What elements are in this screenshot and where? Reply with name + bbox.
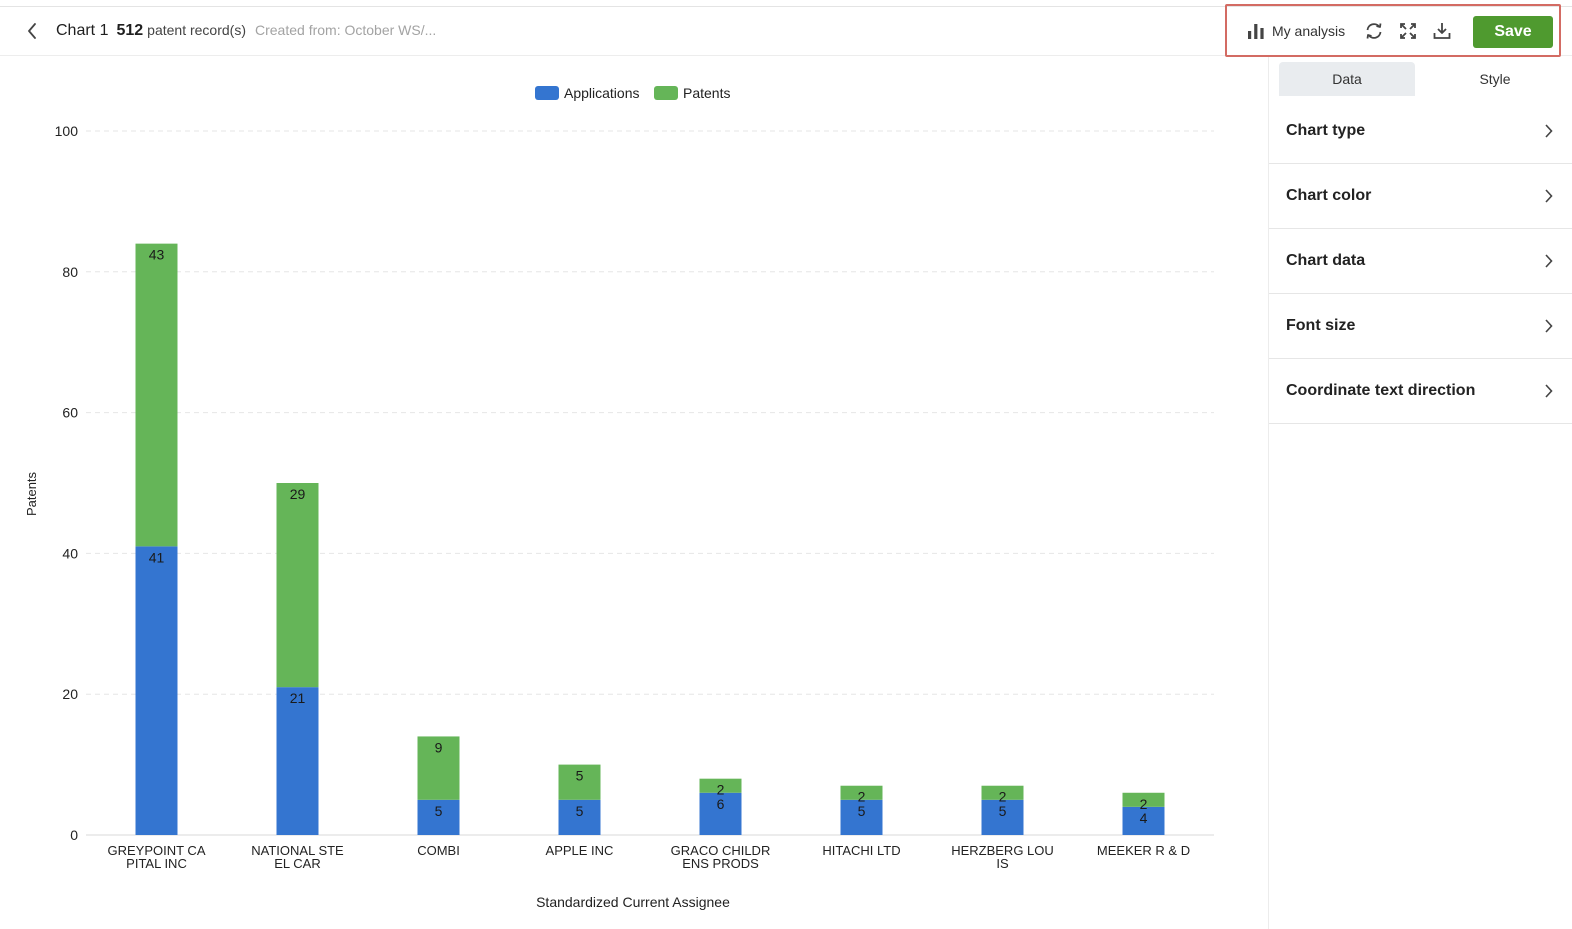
- x-axis-title: Standardized Current Assignee: [536, 894, 730, 910]
- bar-chart-icon: [1247, 22, 1265, 40]
- data-label: 2: [858, 789, 866, 805]
- chevron-left-icon: [27, 23, 37, 39]
- data-label: 2: [1140, 796, 1148, 812]
- data-label: 6: [717, 796, 725, 812]
- legend-swatch-applications: [535, 86, 559, 100]
- chevron-right-icon: [1541, 319, 1555, 333]
- fullscreen-button[interactable]: [1397, 20, 1419, 42]
- style-options-list: Chart type Chart color Chart data Font s…: [1269, 99, 1572, 424]
- y-tick-label: 40: [62, 545, 78, 561]
- font-size-label: Font size: [1286, 317, 1355, 335]
- my-analysis-button[interactable]: My analysis: [1247, 22, 1345, 40]
- y-axis-title: Patents: [24, 471, 39, 516]
- tab-style[interactable]: Style: [1425, 62, 1565, 96]
- data-label: 21: [290, 690, 306, 706]
- y-tick-label: 20: [62, 686, 78, 702]
- x-tick-label: NATIONAL STEEL CAR: [251, 843, 344, 871]
- legend-label-applications: Applications: [564, 85, 640, 101]
- chevron-right-icon: [1541, 124, 1555, 138]
- data-label: 5: [858, 803, 866, 819]
- legend-swatch-patents: [654, 86, 678, 100]
- x-tick-label: MEEKER R & D: [1097, 843, 1190, 858]
- coordinate-text-direction-option[interactable]: Coordinate text direction: [1269, 359, 1572, 424]
- x-tick-label: GREYPOINT CAPITAL INC: [107, 843, 205, 871]
- x-tick-label: HERZBERG LOUIS: [951, 843, 1054, 871]
- data-label: 5: [435, 803, 443, 819]
- stacked-bar-chart: 0 20 40 60 80 100 41 43 GREYPOINT CAPITAL INC 21 2…: [0, 57, 1268, 929]
- download-button[interactable]: [1431, 20, 1453, 42]
- chevron-right-icon: [1541, 189, 1555, 203]
- tab-data[interactable]: Data: [1279, 62, 1415, 96]
- data-label: 29: [290, 486, 306, 502]
- back-button[interactable]: [22, 21, 42, 41]
- chevron-right-icon: [1541, 384, 1555, 398]
- x-tick-label: GRACO CHILDRENS PRODS: [671, 843, 771, 871]
- data-label: 9: [435, 739, 443, 755]
- x-tick-label: HITACHI LTD: [822, 843, 900, 858]
- font-size-option[interactable]: Font size: [1269, 294, 1572, 359]
- record-count-label: patent record(s): [147, 22, 246, 38]
- y-tick-label: 80: [62, 264, 78, 280]
- bar-patents: [277, 483, 319, 687]
- data-label: 5: [576, 803, 584, 819]
- expand-icon: [1399, 22, 1417, 40]
- created-from-link[interactable]: Created from: October WS/...: [255, 22, 436, 38]
- chart-toolbar: My analysis Save: [1225, 4, 1561, 57]
- chart-title[interactable]: Chart 1: [56, 22, 108, 40]
- bar-applications: [277, 687, 319, 835]
- refresh-icon: [1364, 21, 1384, 41]
- chevron-right-icon: [1541, 254, 1555, 268]
- record-count: 512: [116, 22, 143, 40]
- data-label: 43: [149, 247, 165, 263]
- save-button[interactable]: Save: [1473, 16, 1553, 48]
- my-analysis-label: My analysis: [1272, 23, 1345, 39]
- chart-color-option[interactable]: Chart color: [1269, 164, 1572, 229]
- coordinate-text-direction-label: Coordinate text direction: [1286, 382, 1475, 400]
- chart-canvas: 0 20 40 60 80 100 41 43 GREYPOINT CAPITAL INC 21 2…: [0, 57, 1268, 929]
- y-tick-label: 60: [62, 405, 78, 421]
- data-label: 2: [717, 782, 725, 798]
- data-label: 2: [999, 789, 1007, 805]
- data-label: 41: [149, 549, 165, 565]
- chart-data-option[interactable]: Chart data: [1269, 229, 1572, 294]
- y-tick-label: 100: [55, 123, 79, 139]
- legend-label-patents: Patents: [683, 85, 730, 101]
- title-group: Chart 1 512 patent record(s) Created fro…: [56, 22, 436, 40]
- data-label: 5: [999, 803, 1007, 819]
- x-tick-label: COMBI: [417, 843, 460, 858]
- style-panel: Data Style Chart type Chart color Chart …: [1268, 57, 1572, 929]
- chart-type-label: Chart type: [1286, 122, 1365, 140]
- x-tick-label: APPLE INC: [546, 843, 614, 858]
- chart-color-label: Chart color: [1286, 187, 1371, 205]
- data-label: 4: [1140, 810, 1148, 826]
- y-tick-label: 0: [70, 827, 78, 843]
- bar-applications: [136, 546, 178, 835]
- data-label: 5: [576, 768, 584, 784]
- chart-type-option[interactable]: Chart type: [1269, 99, 1572, 164]
- chart-data-label: Chart data: [1286, 252, 1365, 270]
- panel-tabs: Data Style: [1279, 62, 1569, 96]
- bar-patents: [136, 244, 178, 547]
- download-icon: [1432, 21, 1452, 41]
- refresh-button[interactable]: [1363, 20, 1385, 42]
